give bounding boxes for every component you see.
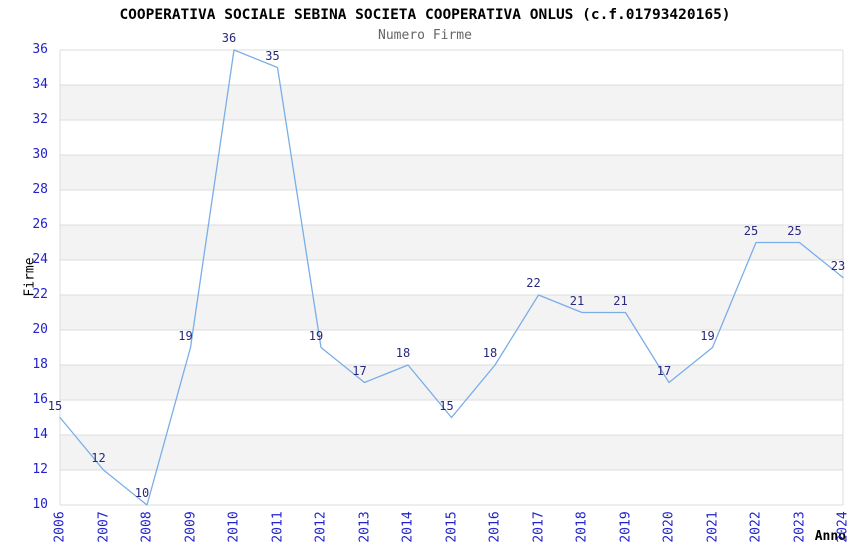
y-tick-label: 20 bbox=[32, 322, 48, 337]
y-tick-label: 10 bbox=[32, 497, 48, 512]
y-tick-label: 26 bbox=[32, 217, 48, 232]
y-tick-label: 32 bbox=[32, 112, 48, 127]
data-label: 17 bbox=[352, 363, 367, 378]
x-tick-label: 2017 bbox=[531, 511, 546, 543]
data-label: 35 bbox=[265, 48, 280, 63]
x-axis-title: Anno bbox=[814, 529, 846, 544]
x-tick-label: 2012 bbox=[313, 511, 329, 543]
band bbox=[60, 295, 843, 330]
x-tick-label: 2008 bbox=[139, 511, 155, 543]
band bbox=[60, 155, 843, 190]
chart-title: COOPERATIVA SOCIALE SEBINA SOCIETA COOPE… bbox=[119, 7, 731, 23]
x-tick-label: 2013 bbox=[357, 511, 372, 543]
x-tick-label: 2011 bbox=[270, 511, 285, 543]
x-tick-label: 2023 bbox=[792, 511, 807, 543]
x-tick-label: 2006 bbox=[52, 511, 68, 543]
x-tick-label: 2022 bbox=[748, 511, 764, 543]
data-label: 21 bbox=[569, 293, 585, 308]
data-label: 15 bbox=[47, 398, 63, 413]
y-tick-label: 30 bbox=[32, 147, 48, 162]
x-tick-label: 2024 bbox=[835, 511, 850, 543]
band bbox=[60, 435, 843, 470]
x-tick-label: 2014 bbox=[400, 511, 416, 543]
data-label: 12 bbox=[91, 451, 106, 465]
x-tick-label: 2010 bbox=[226, 511, 242, 543]
x-tick-label: 2009 bbox=[183, 511, 198, 543]
y-tick-label: 36 bbox=[32, 42, 48, 57]
data-label: 18 bbox=[482, 346, 498, 360]
y-tick-label: 12 bbox=[32, 462, 48, 477]
band bbox=[60, 85, 843, 120]
data-label: 23 bbox=[830, 258, 846, 273]
data-label: 19 bbox=[700, 328, 715, 343]
x-tick-label: 2018 bbox=[574, 511, 590, 543]
y-tick-label: 22 bbox=[32, 287, 48, 302]
data-label: 17 bbox=[656, 363, 672, 378]
band bbox=[60, 365, 843, 400]
data-label: 19 bbox=[178, 328, 193, 343]
data-label: 25 bbox=[743, 223, 759, 238]
x-tick-label: 2019 bbox=[618, 511, 633, 543]
band bbox=[60, 225, 843, 260]
y-tick-label: 34 bbox=[32, 77, 48, 92]
data-label: 22 bbox=[526, 276, 541, 290]
x-tick-label: 2007 bbox=[96, 511, 111, 543]
y-tick-label: 16 bbox=[32, 392, 48, 407]
x-tick-label: 2016 bbox=[487, 511, 503, 543]
x-tick-label: 2015 bbox=[444, 511, 459, 543]
data-label: 19 bbox=[308, 328, 324, 343]
y-tick-label: 24 bbox=[32, 252, 48, 267]
y-tick-label: 14 bbox=[32, 427, 48, 442]
chart-subtitle: Numero Firme bbox=[378, 28, 472, 43]
data-label: 21 bbox=[613, 293, 628, 308]
x-tick-label: 2020 bbox=[661, 511, 677, 543]
data-label: 36 bbox=[221, 31, 237, 45]
series-line bbox=[59, 49, 844, 506]
x-tick-label: 2021 bbox=[705, 511, 720, 543]
y-tick-label: 18 bbox=[32, 357, 48, 372]
data-label: 18 bbox=[395, 346, 411, 360]
data-label: 10 bbox=[134, 486, 150, 500]
data-label: 25 bbox=[787, 223, 802, 238]
data-label: 15 bbox=[439, 398, 454, 413]
y-tick-label: 28 bbox=[32, 182, 48, 197]
